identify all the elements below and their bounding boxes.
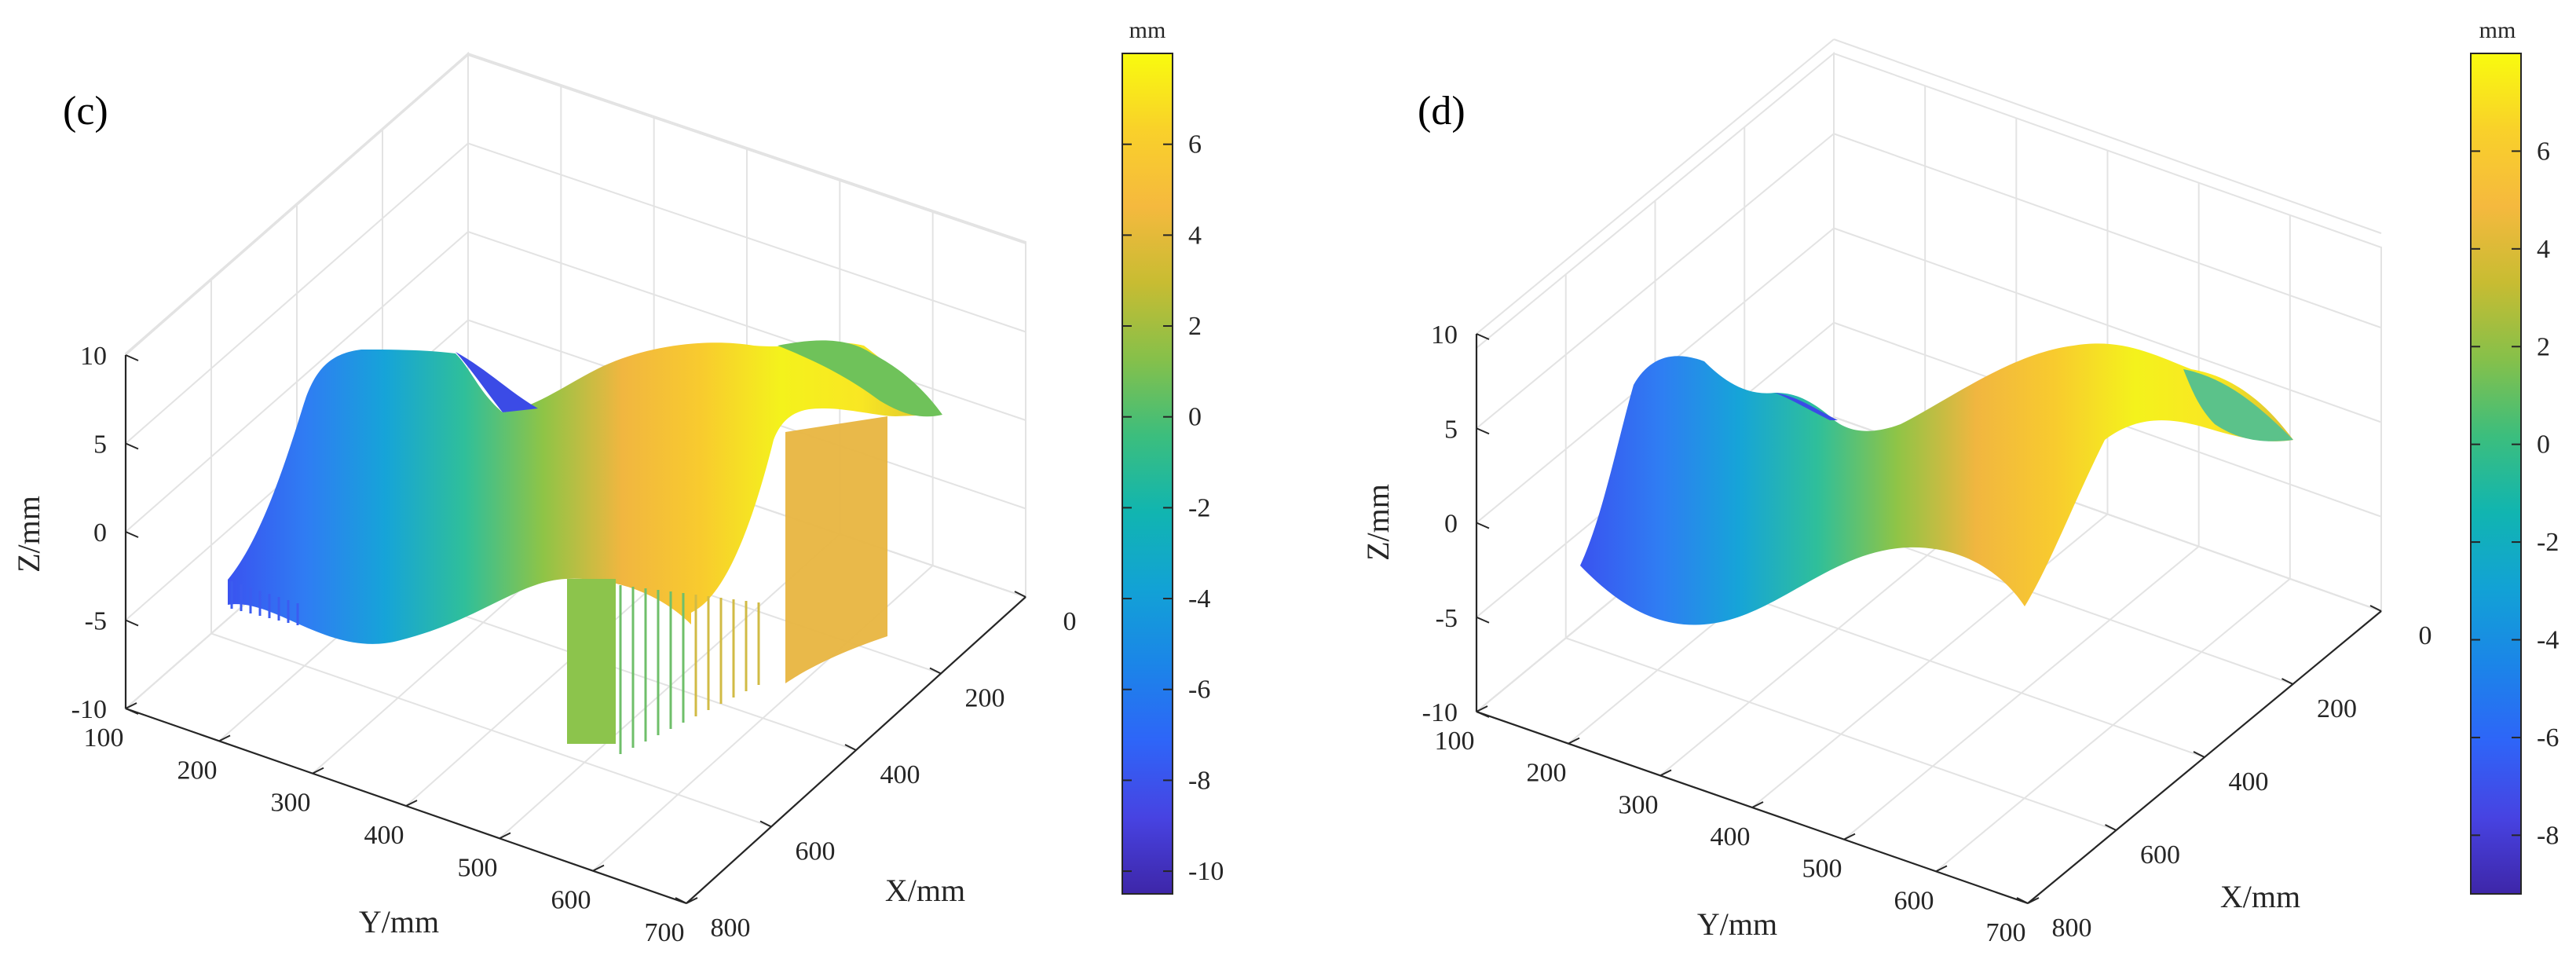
colorbar-tick-label: 4 — [1188, 221, 1202, 250]
y-axis-label-d: Y/mm — [1697, 906, 1777, 942]
surface-c-curtain-left — [567, 579, 616, 744]
z-tick-label: 10 — [80, 342, 107, 371]
y-tick-label: 700 — [1986, 918, 2026, 947]
tick-labels-d: 100 200 300 400 500 600 700 0 200 400 600 800 10 5 0 -5… — [1422, 320, 2432, 947]
y-tick-label: 400 — [364, 821, 404, 850]
colorbar-tick-label: -2 — [1188, 493, 1210, 522]
surface-d-wing — [2183, 369, 2293, 441]
colorbar-tick-label: -8 — [2537, 821, 2559, 850]
colorbar-title-d: mm — [2479, 17, 2516, 43]
colorbar-tick-label: -6 — [1188, 676, 1210, 705]
y-tick-label: 200 — [1527, 759, 1567, 788]
colorbar-tick-label: 0 — [2537, 430, 2550, 460]
y-tick-label: 400 — [1711, 822, 1751, 851]
x-tick-label: 200 — [965, 684, 1005, 713]
y-tick-label: 300 — [1619, 790, 1659, 819]
x-tick-label: 800 — [711, 914, 751, 943]
surface-c-wing — [778, 340, 942, 417]
x-axis-label-d: X/mm — [2220, 879, 2300, 914]
y-tick-label: 200 — [177, 756, 218, 785]
z-tick-label: -5 — [85, 607, 107, 636]
y-tick-label: 700 — [645, 918, 685, 947]
panel-label-c: (c) — [63, 89, 108, 134]
z-axis-label-d: Z/mm — [1360, 484, 1396, 561]
z-tick-label: 5 — [1444, 415, 1458, 444]
colorbar-tick-label: -2 — [2537, 528, 2559, 557]
colorbar-ticks-c: 6 4 2 0 -2 -4 -6 -8 -10 — [1122, 130, 1224, 886]
colorbar-tick-label: 2 — [2537, 332, 2550, 361]
z-tick-label: 10 — [1431, 320, 1458, 350]
colorbar-tick-label: -10 — [1188, 857, 1224, 886]
colorbar-gradient-c — [1122, 53, 1173, 895]
colorbar-gradient-d — [2470, 53, 2522, 895]
colorbar-tick-label: 6 — [2537, 137, 2550, 166]
z-tick-label: 5 — [93, 430, 107, 460]
x-tick-label: 600 — [796, 837, 836, 866]
colorbar-tick-label: -4 — [1188, 584, 1210, 613]
colorbar-ticks-d: 6 4 2 0 -2 -4 -6 -8 — [2471, 137, 2559, 850]
x-tick-label: 800 — [2052, 914, 2092, 943]
y-tick-label: 100 — [84, 723, 124, 752]
colorbar-tick-label: 2 — [1188, 312, 1202, 341]
z-tick-label: -10 — [1422, 698, 1458, 727]
z-tick-label: 0 — [1444, 510, 1458, 539]
y-axis-label-c: Y/mm — [359, 904, 439, 939]
panel-c: 100 200 300 400 500 600 700 0 200 400 600 800 10 5 0 -5… — [11, 17, 1224, 947]
x-tick-label: 0 — [2419, 621, 2432, 650]
colorbar-c: mm 6 4 2 0 -2 -4 -6 -8 -10 — [1122, 17, 1224, 895]
tick-labels-c: 100 200 300 400 500 600 700 0 200 400 600 800 10 5 0 -5… — [71, 342, 1077, 947]
x-tick-label: 600 — [2140, 840, 2180, 870]
x-tick-label: 400 — [2229, 767, 2269, 796]
surface-c — [228, 340, 942, 754]
x-tick-label: 200 — [2317, 694, 2357, 723]
y-tick-label: 100 — [1435, 727, 1475, 756]
colorbar-tick-label: 6 — [1188, 130, 1202, 159]
surface-d-backpatch — [1775, 393, 1838, 420]
surface-c-mesh — [228, 342, 939, 644]
z-tick-label: -5 — [1436, 604, 1458, 633]
colorbar-tick-label: 0 — [1188, 403, 1202, 432]
y-tick-label: 500 — [458, 853, 498, 882]
y-tick-label: 600 — [1894, 886, 1934, 915]
y-tick-label: 500 — [1802, 855, 1842, 884]
z-axis-label-c: Z/mm — [11, 496, 46, 573]
colorbar-title-c: mm — [1129, 17, 1166, 43]
colorbar-tick-label: 4 — [2537, 235, 2550, 264]
colorbar-tick-label: -6 — [2537, 723, 2559, 752]
z-tick-label: 0 — [93, 518, 107, 547]
surface-d — [1580, 343, 2293, 625]
panel-d: 100 200 300 400 500 600 700 0 200 400 600 800 10 5 0 -5… — [1360, 17, 2559, 947]
x-tick-label: 400 — [880, 760, 920, 789]
x-axis-label-c: X/mm — [885, 873, 965, 908]
axes-c — [124, 354, 1026, 905]
x-tick-label: 0 — [1063, 607, 1077, 636]
y-tick-label: 300 — [271, 789, 311, 818]
z-tick-label: -10 — [71, 695, 107, 724]
panel-label-d: (d) — [1418, 89, 1465, 134]
colorbar-tick-label: -4 — [2537, 626, 2559, 655]
surface-c-curtain-right — [785, 416, 887, 683]
axes-d — [1475, 333, 2382, 905]
surface-c-backpatch — [456, 352, 538, 412]
colorbar-d: mm 6 4 2 0 -2 -4 -6 -8 — [2470, 17, 2559, 895]
colorbar-tick-label: -8 — [1188, 766, 1210, 795]
y-tick-label: 600 — [551, 886, 591, 915]
surface-d-mesh — [1580, 343, 2293, 625]
